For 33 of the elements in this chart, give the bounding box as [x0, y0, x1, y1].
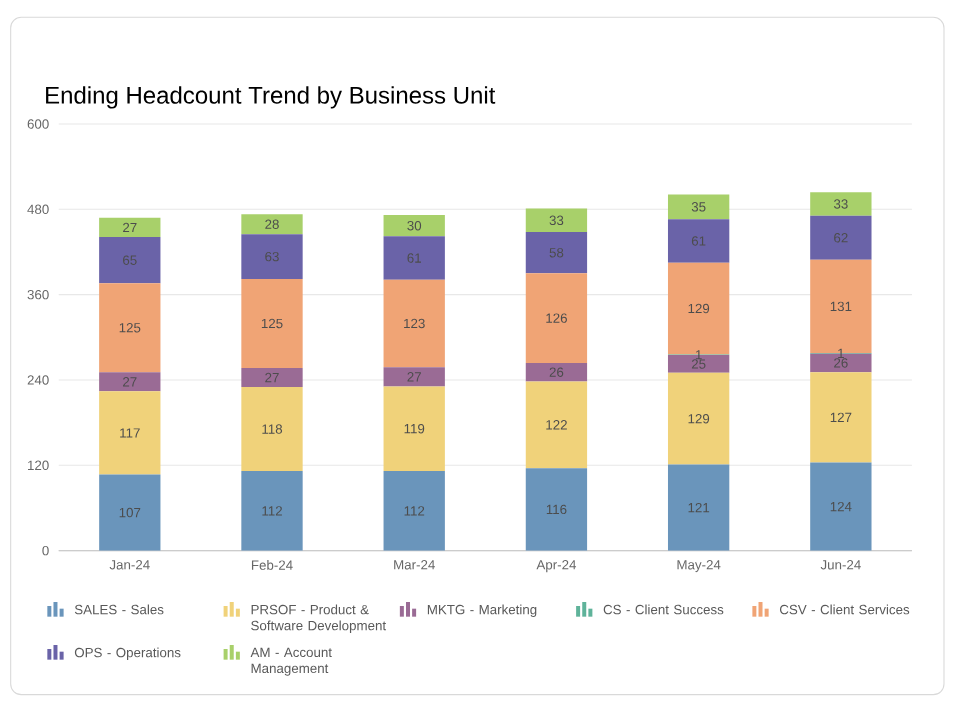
- bar: [383, 386, 445, 471]
- bar: [525, 208, 588, 233]
- bar: [667, 219, 730, 263]
- bar: [99, 217, 161, 238]
- bar: [525, 381, 588, 469]
- bar: [99, 474, 161, 551]
- bar: [810, 215, 872, 260]
- bar: [383, 215, 445, 237]
- bar: [241, 471, 303, 551]
- bar: [525, 362, 588, 382]
- bar: [525, 273, 588, 363]
- bar: [383, 236, 445, 280]
- bar: [241, 214, 303, 235]
- bar: [810, 462, 872, 551]
- bar: [241, 387, 303, 471]
- bar: [383, 471, 445, 551]
- bar: [383, 367, 445, 387]
- bar: [525, 468, 588, 551]
- bar: [99, 283, 161, 373]
- bar: [241, 367, 303, 388]
- bar: [810, 192, 872, 216]
- bar: [667, 464, 730, 551]
- bar: [99, 391, 161, 475]
- bar: [667, 194, 730, 220]
- bar: [99, 372, 161, 392]
- bar: [241, 234, 303, 280]
- chart-title: Ending Headcount Trend by Business Unit: [46, 86, 496, 109]
- bar: [810, 372, 872, 463]
- bar: [241, 279, 303, 368]
- bar: [99, 237, 161, 284]
- bar: [667, 372, 730, 465]
- bar: [525, 232, 588, 274]
- bar: [383, 279, 445, 368]
